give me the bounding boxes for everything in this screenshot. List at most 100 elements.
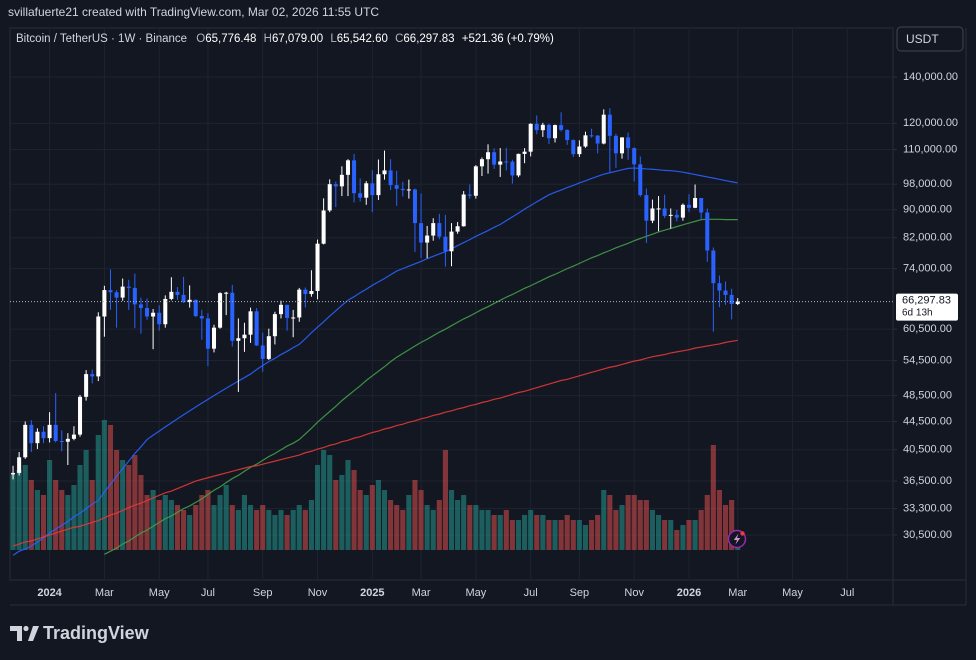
volume-bar xyxy=(47,460,53,550)
candle-body xyxy=(607,114,612,136)
candle-body xyxy=(461,194,466,227)
candle-body xyxy=(47,424,52,439)
candle-body xyxy=(151,312,156,317)
volume-bar xyxy=(485,510,491,550)
volume-layer xyxy=(10,420,741,550)
y-tick-label: 30,500.00 xyxy=(903,529,952,541)
volume-bar xyxy=(40,495,47,550)
x-tick-label: Sep xyxy=(570,587,590,599)
volume-bar xyxy=(546,520,552,550)
candle-body xyxy=(735,301,740,305)
candle-body xyxy=(272,314,277,337)
volume-bar xyxy=(534,515,540,550)
x-tick-label: Mar xyxy=(412,587,431,599)
volume-bar xyxy=(400,510,406,550)
ohlc-key: O xyxy=(196,33,205,45)
volume-bar xyxy=(601,490,607,550)
candle-body xyxy=(114,292,119,298)
logo-mark xyxy=(10,626,22,641)
volume-bar xyxy=(211,505,217,550)
candle-body xyxy=(163,298,168,325)
alert-icon[interactable] xyxy=(727,529,747,549)
volume-bar xyxy=(515,520,522,550)
candles xyxy=(11,108,740,480)
candle-body xyxy=(321,210,326,244)
volume-bar xyxy=(278,510,284,550)
candle-body xyxy=(138,304,143,309)
volume-bar xyxy=(187,515,193,550)
volume-bar xyxy=(388,500,394,550)
candle-body xyxy=(479,159,484,167)
volume-bar xyxy=(722,505,729,550)
volume-bar xyxy=(674,530,680,550)
volume-bar xyxy=(34,490,40,550)
candle-body xyxy=(510,161,515,176)
candle-body xyxy=(126,286,131,288)
candle-body xyxy=(199,316,204,319)
alert-dot xyxy=(740,531,745,536)
volume-bar xyxy=(308,500,314,550)
volume-bar xyxy=(162,495,168,550)
x-tick-label: Mar xyxy=(728,587,747,599)
volume-bar xyxy=(114,450,120,550)
candle-body xyxy=(626,137,631,149)
candle-body xyxy=(108,290,113,293)
candle-body xyxy=(23,424,28,458)
volume-bar xyxy=(357,490,363,550)
volume-bar xyxy=(107,425,114,550)
y-tick-label: 36,500.00 xyxy=(903,475,952,487)
volume-bar xyxy=(229,505,235,550)
logo-mark xyxy=(28,626,39,641)
candle-body xyxy=(650,208,655,221)
volume-bar xyxy=(296,505,302,550)
volume-bar xyxy=(266,510,272,550)
volume-bar xyxy=(174,505,181,550)
candle-body xyxy=(242,334,247,339)
candle-body xyxy=(230,292,235,341)
volume-bar xyxy=(77,465,83,550)
candle-body xyxy=(236,338,241,341)
y-tick-label: 98,000.00 xyxy=(903,178,952,190)
volume-bar xyxy=(540,515,546,550)
volume-bar xyxy=(314,465,321,550)
volume-bar xyxy=(704,495,710,550)
symbol: Bitcoin / TetherUS · 1W · Binance xyxy=(16,33,187,45)
header-note: svillafuerte21 created with TradingView.… xyxy=(8,5,379,19)
candle-body xyxy=(613,135,618,154)
candle-body xyxy=(71,434,76,439)
candle-body xyxy=(705,212,710,251)
ohlc-value: 65,776.48 xyxy=(205,33,256,45)
volume-bar xyxy=(345,460,351,550)
y-tick-label: 33,300.00 xyxy=(903,503,952,515)
volume-bar xyxy=(692,520,698,550)
y-tick-label: 54,500.00 xyxy=(903,354,952,366)
last-price-label: 66,297.83 xyxy=(902,295,951,307)
volume-bar xyxy=(418,490,424,550)
moving-average xyxy=(104,218,738,555)
volume-bar xyxy=(339,475,345,550)
volume-bar xyxy=(680,525,686,550)
candle-body xyxy=(345,160,350,175)
currency-button[interactable] xyxy=(896,26,964,52)
ohlc-value: 65,542.60 xyxy=(337,33,388,45)
candle-body xyxy=(315,243,320,291)
currency-label[interactable]: USDT xyxy=(906,32,939,46)
volume-bar xyxy=(552,520,558,550)
x-tick-label: Sep xyxy=(253,587,273,599)
candle-body xyxy=(522,151,527,154)
volume-bar xyxy=(199,495,205,550)
volume-bar xyxy=(272,515,278,550)
candle-body xyxy=(309,290,314,295)
candle-body xyxy=(11,472,16,475)
candle-body xyxy=(53,424,58,442)
candle-body xyxy=(412,189,417,224)
candle-body xyxy=(632,148,637,165)
x-tick-label: 2025 xyxy=(360,587,384,599)
candle-body xyxy=(668,214,673,216)
axes: 140,000.00 120,000.00 110,000.00 98,000.00 9… xyxy=(10,71,958,599)
y-tick-label: 48,500.00 xyxy=(903,390,952,402)
legend: Bitcoin / TetherUS · 1W · Binance O65,77… xyxy=(16,33,554,45)
volume-bar xyxy=(223,485,229,550)
volume-bar xyxy=(589,520,595,550)
candle-body xyxy=(102,290,107,317)
